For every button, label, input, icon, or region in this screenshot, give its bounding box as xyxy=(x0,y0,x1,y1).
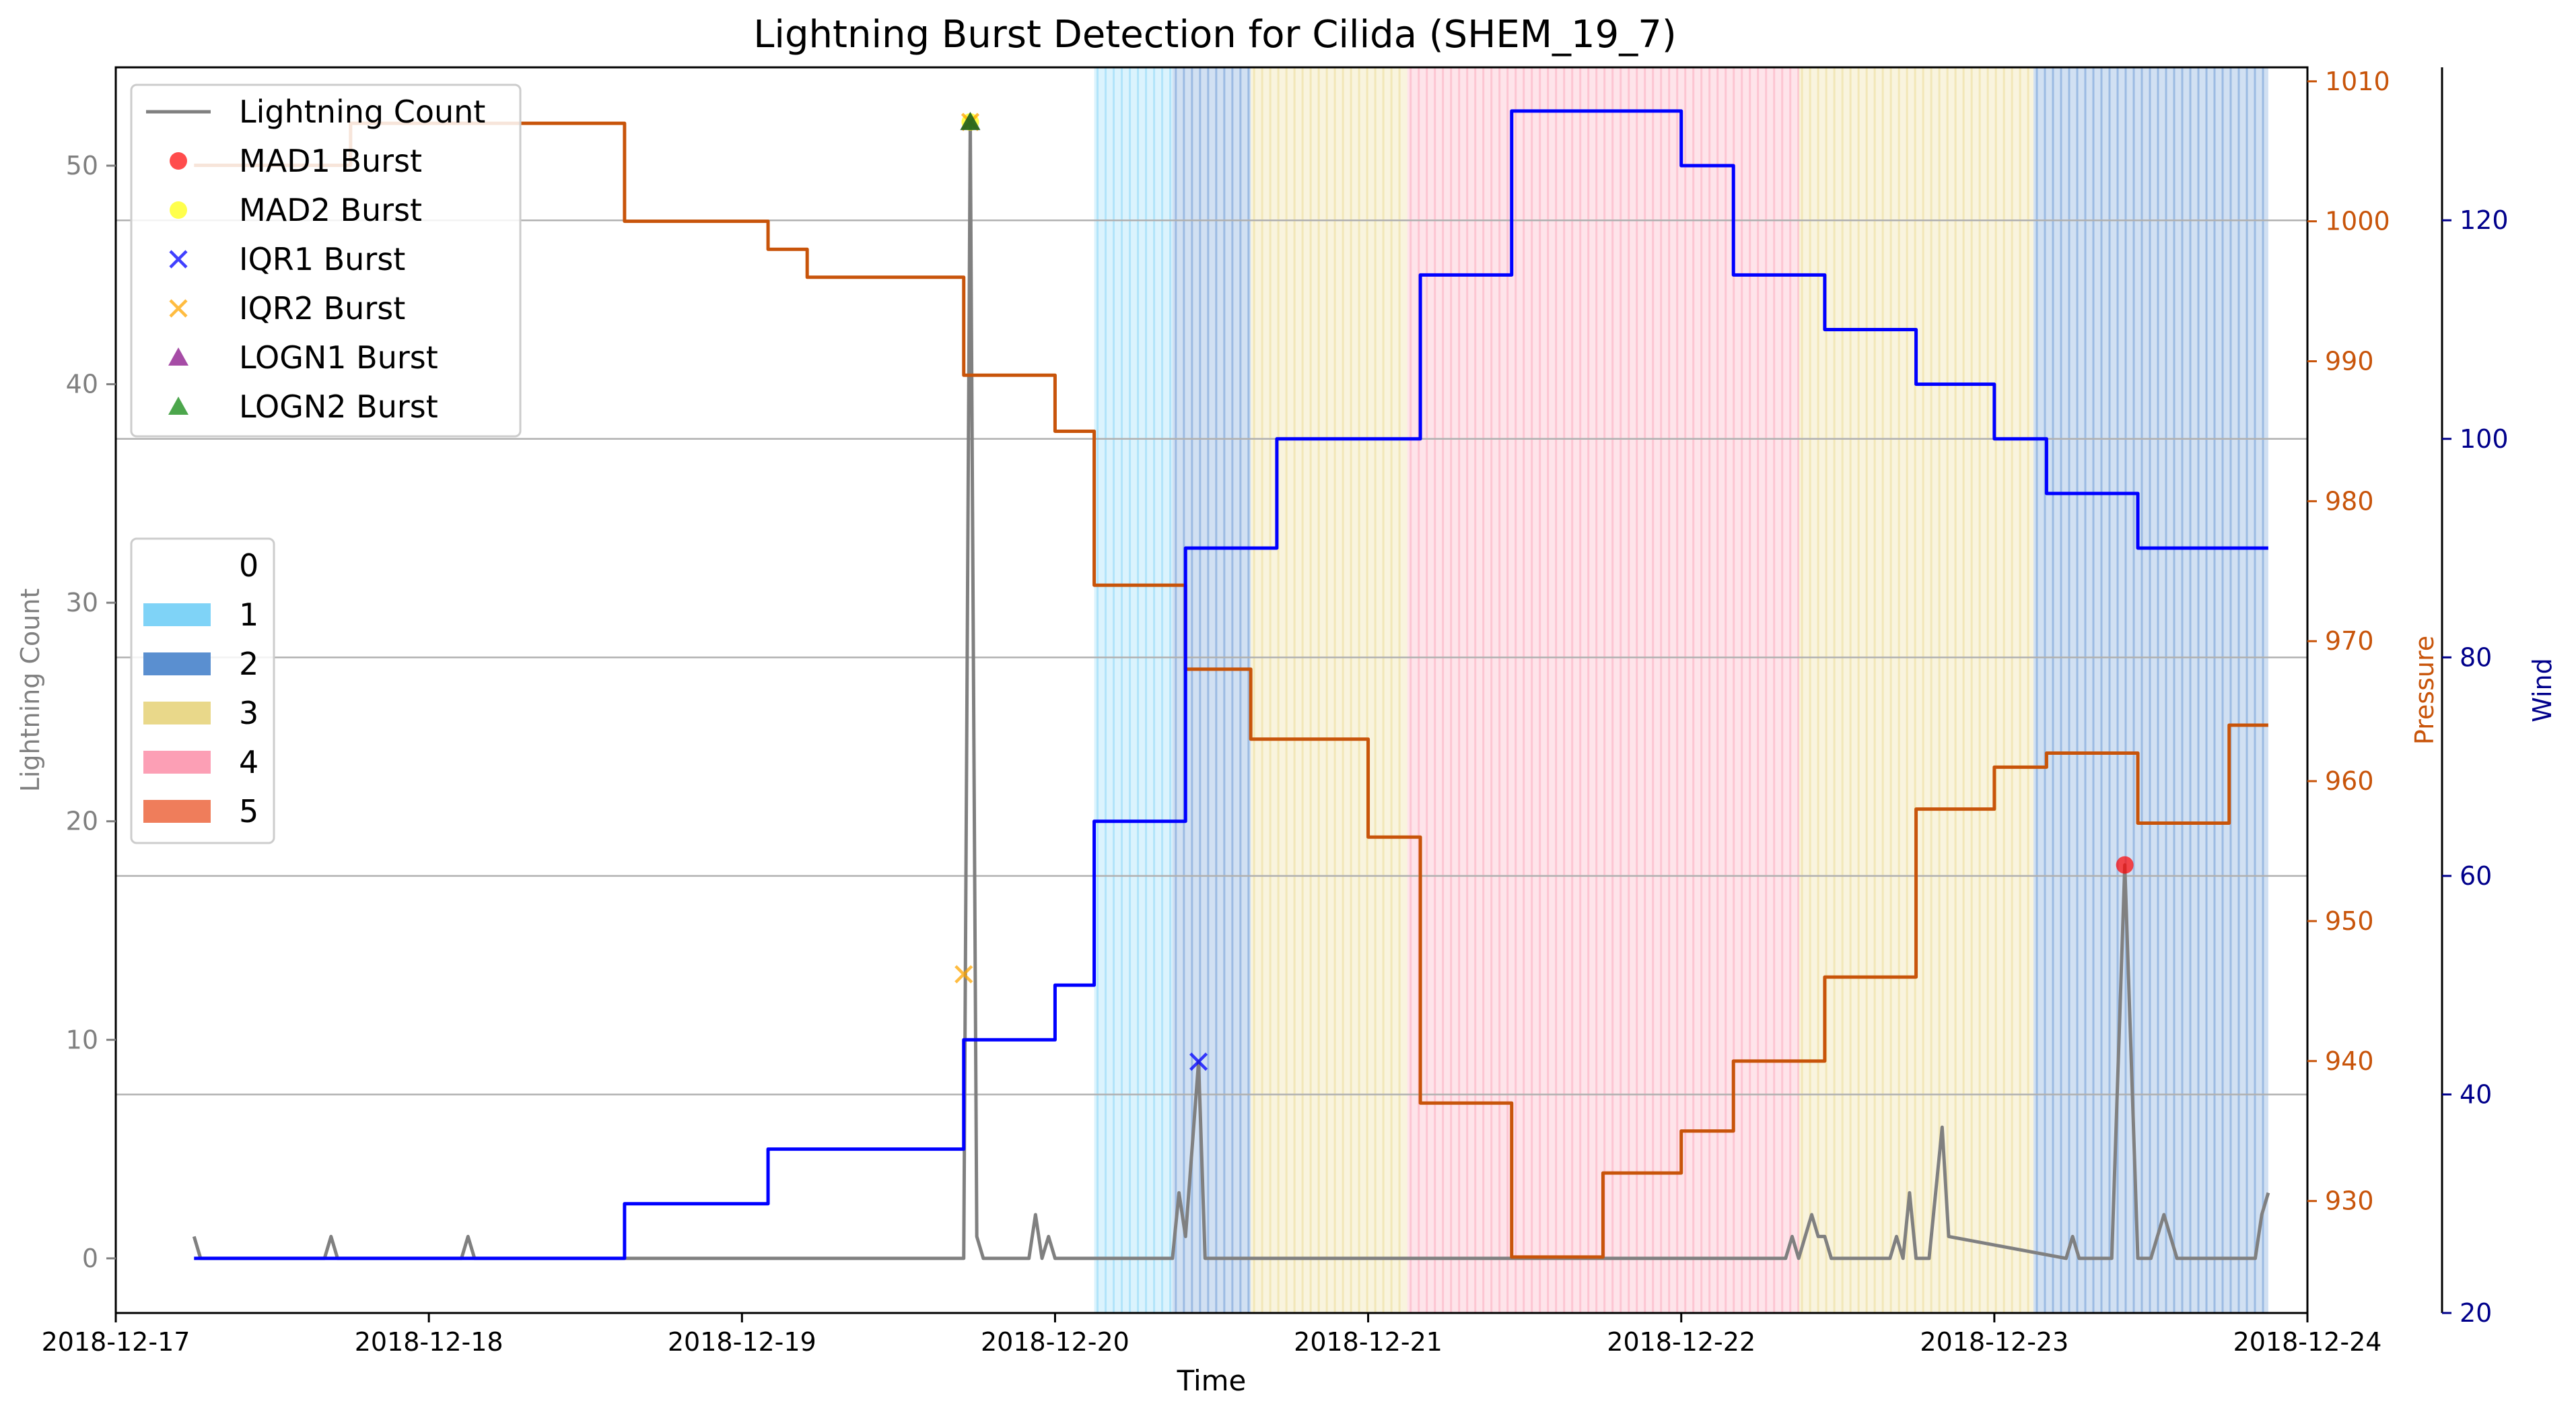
pressure-tick-label: 970 xyxy=(2325,626,2374,656)
legend-label: IQR1 Burst xyxy=(239,241,405,277)
wind-tick-label: 40 xyxy=(2460,1079,2492,1109)
lightning-count-line xyxy=(192,120,2270,1260)
legend-category-swatch-1 xyxy=(143,603,211,626)
category-bands xyxy=(1094,67,2268,1313)
logn2-burst-marker xyxy=(960,112,981,131)
legend-label: LOGN2 Burst xyxy=(239,389,438,425)
category-band-2 xyxy=(2033,67,2268,1313)
legend-category-swatch-5 xyxy=(143,800,211,823)
x-axis-label: Time xyxy=(1177,1364,1247,1397)
x-tick-label: 2018-12-21 xyxy=(1294,1327,1442,1357)
category-band-4 xyxy=(1407,67,1799,1313)
wind-tick-label: 60 xyxy=(2460,861,2492,891)
pressure-tick-label: 960 xyxy=(2325,766,2374,796)
legend-category-label: 0 xyxy=(239,547,258,584)
legend-category-label: 1 xyxy=(239,597,258,633)
legend-mad1-handle xyxy=(170,152,187,170)
series-legend: Lightning Count MAD1 Burst MAD2 Burst IQR1 … xyxy=(130,83,522,438)
legend-category-label: 2 xyxy=(239,646,258,682)
pressure-line xyxy=(194,121,2268,1259)
category-legend: 0 1 2 3 4 5 xyxy=(130,537,275,844)
x-tick-label: 2018-12-19 xyxy=(668,1327,816,1357)
legend-category-label: 4 xyxy=(239,744,258,780)
y-left-tick-label: 50 xyxy=(66,151,98,180)
legend-logn2-handle xyxy=(168,397,188,415)
series-lines xyxy=(192,109,2270,1260)
pressure-tick-label: 990 xyxy=(2325,347,2374,376)
legend-label: Lightning Count xyxy=(239,94,485,130)
x-tick-label: 2018-12-18 xyxy=(355,1327,503,1357)
y-left-tick-label: 20 xyxy=(66,807,98,836)
legend-mad2-handle xyxy=(170,201,187,219)
wind-tick-label: 100 xyxy=(2460,424,2509,454)
pressure-tick-label: 980 xyxy=(2325,486,2374,516)
wind-axis-label: Wind xyxy=(2528,658,2557,722)
plot-frame xyxy=(114,66,2309,1314)
y-left-tick-label: 40 xyxy=(66,370,98,399)
wind-tick-label: 120 xyxy=(2460,205,2509,235)
chart-title: Lightning Burst Detection for Cilida (SH… xyxy=(753,13,1677,57)
legend-iqr2-handle xyxy=(169,299,188,318)
y-left-tick-label: 10 xyxy=(66,1025,98,1054)
legend-logn1-handle xyxy=(168,347,188,366)
x-tick-label: 2018-12-17 xyxy=(42,1327,190,1357)
lightning-count-axis-label: Lightning Count xyxy=(15,588,45,793)
legend-category-swatch-2 xyxy=(143,652,211,675)
x-tick-label: 2018-12-23 xyxy=(1920,1327,2068,1357)
iqr1-burst-marker xyxy=(1189,1052,1208,1071)
x-tick-label: 2018-12-20 xyxy=(981,1327,1129,1357)
legend-label: MAD1 Burst xyxy=(239,143,422,179)
legend-category-swatch-4 xyxy=(143,751,211,774)
pressure-tick-label: 930 xyxy=(2325,1186,2374,1216)
x-tick-label: 2018-12-24 xyxy=(2233,1327,2382,1357)
legend-category-label: 3 xyxy=(239,695,258,731)
y-left-tick-label: 0 xyxy=(82,1244,98,1273)
series-legend-box xyxy=(130,83,522,438)
legend-label: IQR2 Burst xyxy=(239,290,405,327)
pressure-axis: 930 940 950 960 970 980 990 1000 1010 xyxy=(2307,67,2390,1216)
x-axis: 2018-12-17 2018-12-18 2018-12-19 2018-12-20… xyxy=(42,1313,2382,1357)
lightning-count-axis: 0 10 20 30 40 50 xyxy=(66,151,116,1273)
pressure-tick-label: 950 xyxy=(2325,906,2374,936)
wind-tick-label: 20 xyxy=(2460,1298,2492,1328)
burst-markers xyxy=(954,112,2134,1071)
wind-axis: 20 40 60 80 100 120 xyxy=(2441,67,2509,1328)
x-tick-label: 2018-12-22 xyxy=(1607,1327,1755,1357)
legend-category-label: 5 xyxy=(239,793,258,830)
legend-label: LOGN1 Burst xyxy=(239,339,438,376)
wind-tick-label: 80 xyxy=(2460,642,2492,672)
legend-category-swatch-3 xyxy=(143,702,211,724)
legend-iqr1-handle xyxy=(169,250,188,269)
category-band-1 xyxy=(1094,67,1173,1313)
legend-label: MAD2 Burst xyxy=(239,192,422,228)
mad1-burst-marker xyxy=(2116,856,2134,874)
category-band-3 xyxy=(1251,67,1407,1313)
pressure-tick-label: 1000 xyxy=(2325,207,2390,236)
iqr2-burst-marker xyxy=(954,965,973,984)
pressure-axis-label: Pressure xyxy=(2410,636,2439,745)
pressure-tick-label: 940 xyxy=(2325,1046,2374,1076)
pressure-tick-label: 1010 xyxy=(2325,67,2390,96)
y-left-tick-label: 30 xyxy=(66,588,98,617)
wind-line xyxy=(194,109,2268,1260)
category-band-3 xyxy=(1799,67,2033,1313)
